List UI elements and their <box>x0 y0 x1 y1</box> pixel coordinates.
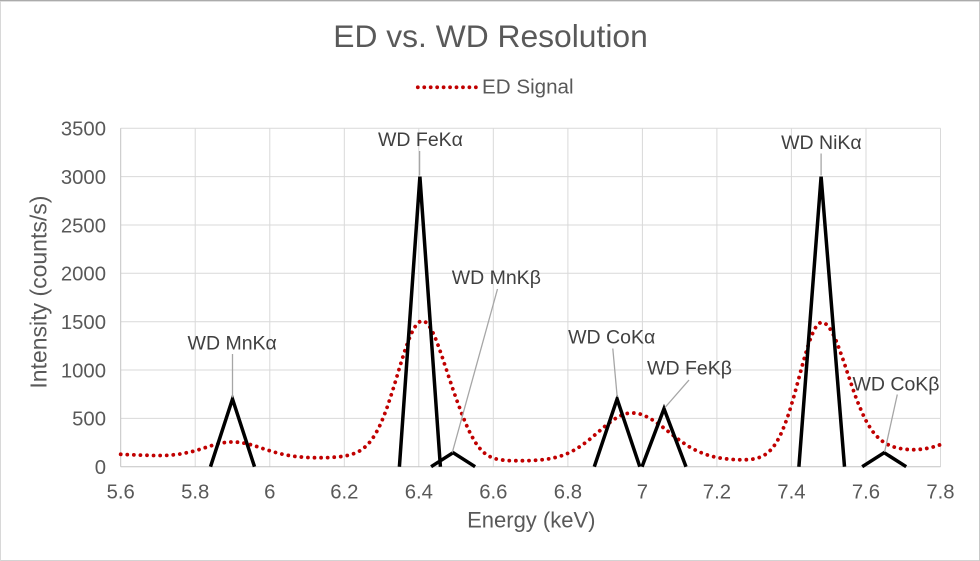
svg-text:WD CoKβ: WD CoKβ <box>852 374 939 396</box>
svg-text:3500: 3500 <box>61 119 106 141</box>
svg-text:WD CoKα: WD CoKα <box>568 326 655 348</box>
svg-text:ED vs. WD Resolution: ED vs. WD Resolution <box>333 18 648 54</box>
svg-text:1000: 1000 <box>61 360 106 382</box>
svg-text:7.8: 7.8 <box>926 481 954 503</box>
svg-text:6: 6 <box>264 481 275 503</box>
svg-text:Intensity (counts/s): Intensity (counts/s) <box>26 196 52 389</box>
svg-text:6.4: 6.4 <box>405 481 433 503</box>
svg-text:WD FeKβ: WD FeKβ <box>647 357 732 379</box>
svg-text:Energy (keV): Energy (keV) <box>467 508 595 533</box>
svg-text:5.8: 5.8 <box>181 481 209 503</box>
svg-text:7.4: 7.4 <box>777 481 805 503</box>
svg-text:2000: 2000 <box>61 264 106 286</box>
svg-text:500: 500 <box>72 409 106 431</box>
svg-text:7: 7 <box>637 481 648 503</box>
svg-text:ED Signal: ED Signal <box>482 76 574 99</box>
svg-text:5.6: 5.6 <box>107 481 135 503</box>
svg-text:WD MnKα: WD MnKα <box>188 332 277 354</box>
svg-text:WD NiKα: WD NiKα <box>781 132 862 154</box>
svg-text:1500: 1500 <box>61 312 106 334</box>
svg-text:7.6: 7.6 <box>852 481 880 503</box>
svg-text:6.6: 6.6 <box>479 481 507 503</box>
svg-text:3000: 3000 <box>61 167 106 189</box>
svg-text:2500: 2500 <box>61 215 106 237</box>
svg-text:6.2: 6.2 <box>330 481 358 503</box>
svg-text:WD FeKα: WD FeKα <box>378 129 463 151</box>
svg-text:7.2: 7.2 <box>703 481 731 503</box>
svg-text:WD MnKβ: WD MnKβ <box>452 267 541 289</box>
svg-text:0: 0 <box>95 457 106 479</box>
svg-text:6.8: 6.8 <box>554 481 582 503</box>
